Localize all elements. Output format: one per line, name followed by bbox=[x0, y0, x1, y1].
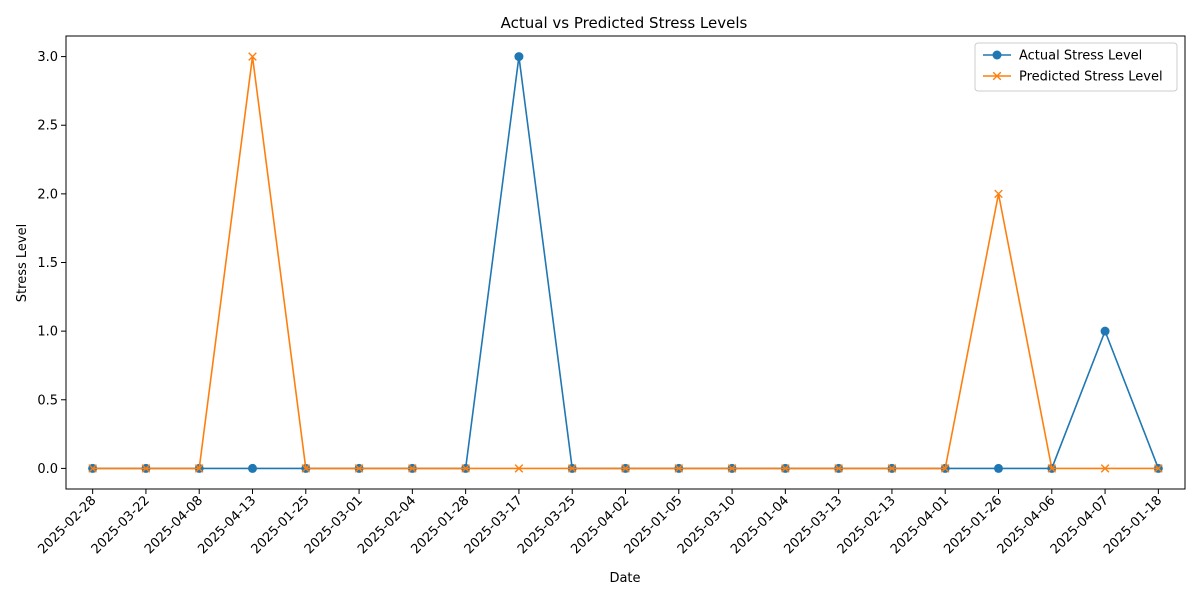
data-point bbox=[994, 189, 1003, 199]
data-point bbox=[514, 52, 524, 62]
y-tick-label: 0.5 bbox=[37, 393, 58, 408]
data-point-stroke bbox=[940, 464, 950, 473]
data-point-stroke bbox=[248, 52, 257, 61]
data-point-stroke bbox=[781, 464, 790, 473]
data-point-stroke bbox=[408, 464, 417, 473]
data-point-stroke bbox=[354, 464, 364, 473]
data-point-stroke bbox=[674, 464, 684, 473]
data-point bbox=[1047, 464, 1057, 473]
data-point bbox=[1100, 326, 1110, 336]
series-2 bbox=[88, 52, 1163, 473]
y-tick-label: 0.0 bbox=[37, 462, 58, 477]
data-point-stroke bbox=[887, 464, 897, 473]
data-point-stroke bbox=[621, 464, 630, 473]
y-tick-label: 1.5 bbox=[37, 256, 58, 271]
data-point bbox=[514, 464, 524, 473]
data-point-stroke bbox=[88, 464, 97, 473]
legend-marker bbox=[992, 50, 1002, 60]
data-point bbox=[567, 464, 577, 473]
y-tick-label: 2.5 bbox=[37, 119, 58, 134]
data-point bbox=[1100, 464, 1110, 473]
x-axis-label: Date bbox=[609, 571, 640, 586]
data-point-stroke bbox=[514, 464, 524, 473]
data-point bbox=[461, 464, 470, 473]
data-point bbox=[354, 464, 364, 473]
data-point bbox=[727, 464, 737, 473]
legend-marker bbox=[992, 71, 1002, 81]
data-point-stroke bbox=[1047, 464, 1057, 473]
legend-item: Predicted Stress Level bbox=[983, 70, 1163, 85]
data-point bbox=[674, 464, 684, 473]
legend: Actual Stress Level Predicted Stress Leve… bbox=[974, 42, 1178, 92]
y-tick-label: 2.0 bbox=[37, 187, 58, 202]
series-layer bbox=[88, 52, 1163, 473]
data-point bbox=[1154, 464, 1163, 473]
data-point bbox=[887, 464, 897, 473]
data-point bbox=[141, 464, 151, 473]
legend-frame bbox=[974, 42, 1178, 92]
legend-label: Actual Stress Level bbox=[1019, 49, 1142, 64]
data-point-stroke bbox=[141, 464, 151, 473]
y-axis: 0.0 0.5 1.0 1.5 2.0 2.5 3.0 bbox=[37, 50, 66, 477]
data-point-stroke bbox=[567, 464, 577, 473]
data-point bbox=[781, 464, 790, 473]
data-point-stroke bbox=[194, 464, 204, 473]
legend-item: Actual Stress Level bbox=[983, 49, 1142, 64]
data-point bbox=[621, 464, 630, 473]
data-point-stroke bbox=[461, 464, 470, 473]
legend-marker-stroke bbox=[992, 71, 1002, 81]
data-point bbox=[248, 463, 257, 473]
y-tick-label: 3.0 bbox=[37, 50, 58, 65]
data-point-stroke bbox=[834, 464, 843, 473]
y-tick-label: 1.0 bbox=[37, 325, 58, 340]
data-point bbox=[408, 464, 417, 473]
data-point-stroke bbox=[1100, 464, 1110, 473]
data-point bbox=[88, 464, 97, 473]
data-point bbox=[301, 464, 311, 473]
data-point bbox=[940, 464, 950, 473]
data-point bbox=[994, 463, 1003, 473]
data-point-stroke bbox=[1154, 464, 1163, 473]
chart-title: Actual vs Predicted Stress Levels bbox=[501, 14, 748, 32]
data-point bbox=[248, 52, 257, 61]
y-axis-label: Stress Level bbox=[15, 224, 30, 302]
data-point-stroke bbox=[727, 464, 737, 473]
data-point-stroke bbox=[301, 464, 311, 473]
legend-label: Predicted Stress Level bbox=[1019, 70, 1163, 85]
data-point-stroke bbox=[994, 189, 1003, 199]
data-point bbox=[834, 464, 843, 473]
data-point bbox=[194, 464, 204, 473]
